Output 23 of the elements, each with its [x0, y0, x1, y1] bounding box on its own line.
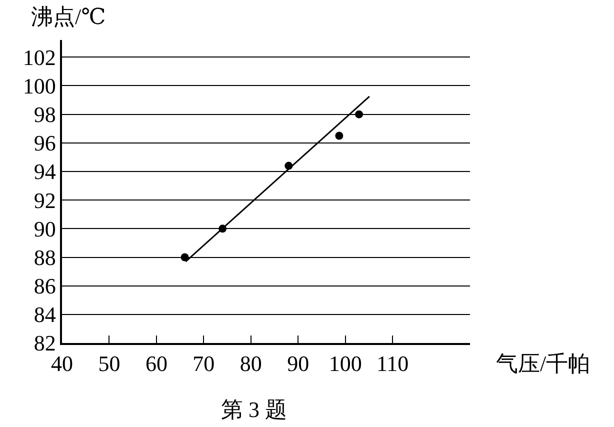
x-tick-label: 50: [98, 351, 120, 376]
x-axis-title: 气压/千帕: [496, 351, 590, 376]
y-tick-label: 84: [34, 302, 56, 328]
y-tick-label: 92: [34, 188, 56, 213]
text: 第 3 题: [221, 397, 287, 422]
y-axis-title: 沸点/℃: [31, 4, 106, 29]
y-tick-label: 96: [34, 130, 56, 156]
y-tick-label: 102: [22, 44, 56, 70]
y-tick-label: 90: [34, 216, 56, 242]
y-tick-label: 98: [34, 102, 56, 128]
point: [335, 132, 344, 140]
x-tick-label: 80: [240, 351, 262, 376]
y-tick-label: 100: [22, 73, 56, 98]
x-tick-label: 90: [287, 351, 310, 376]
x-tick-label: 110: [376, 351, 409, 376]
y-tick-label: 88: [34, 244, 56, 270]
x-tick-label: 70: [192, 351, 215, 376]
y-tick-label: 94: [34, 159, 56, 184]
x-tick-label: 100: [328, 351, 362, 376]
x-tick-label: 60: [145, 351, 168, 376]
y-tick-label: 86: [34, 274, 56, 299]
point: [355, 110, 364, 118]
point: [180, 253, 189, 262]
